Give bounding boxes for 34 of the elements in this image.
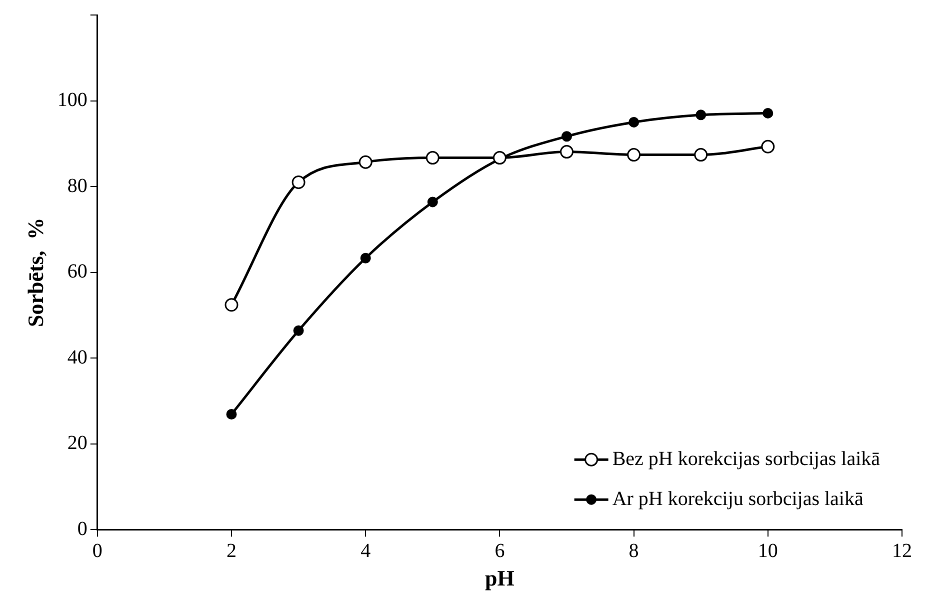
point: [226, 408, 237, 420]
point: [696, 110, 706, 120]
y-axis-title: Sorbēts, %: [22, 218, 48, 327]
point: [293, 325, 304, 336]
point: [358, 155, 372, 169]
y-tick-label: 80: [67, 174, 88, 197]
point: [562, 131, 572, 142]
point: [426, 151, 440, 165]
x-tick-label: 8: [628, 540, 639, 562]
point: [627, 148, 641, 162]
point: [694, 148, 708, 162]
x-tick-label: 10: [758, 540, 778, 562]
y-tick-label: 100: [57, 89, 88, 112]
x-tick-label: 12: [892, 540, 912, 562]
y-tick-label: 40: [67, 346, 88, 368]
y-tick-label: 60: [67, 260, 88, 283]
point: [492, 151, 506, 165]
point: [762, 108, 774, 118]
point: [292, 175, 306, 189]
point: [560, 145, 574, 159]
x-axis-title: pH: [485, 565, 514, 590]
legend-label: Bez pH korekcijas sorbcijas laikā: [612, 448, 880, 470]
y-tick-label: 0: [77, 518, 88, 540]
legend-label: Ar pH korekciju sorbcijas laikā: [612, 488, 864, 510]
x-tick-label: 2: [226, 540, 236, 562]
x-tick-label: 4: [360, 540, 371, 562]
point: [761, 140, 775, 154]
point: [360, 252, 371, 264]
y-tick-label: 20: [67, 432, 88, 454]
point: [224, 298, 238, 312]
point: [628, 116, 640, 128]
point: [427, 196, 438, 208]
x-tick-label: 0: [92, 540, 102, 562]
x-tick-label: 6: [494, 540, 505, 562]
